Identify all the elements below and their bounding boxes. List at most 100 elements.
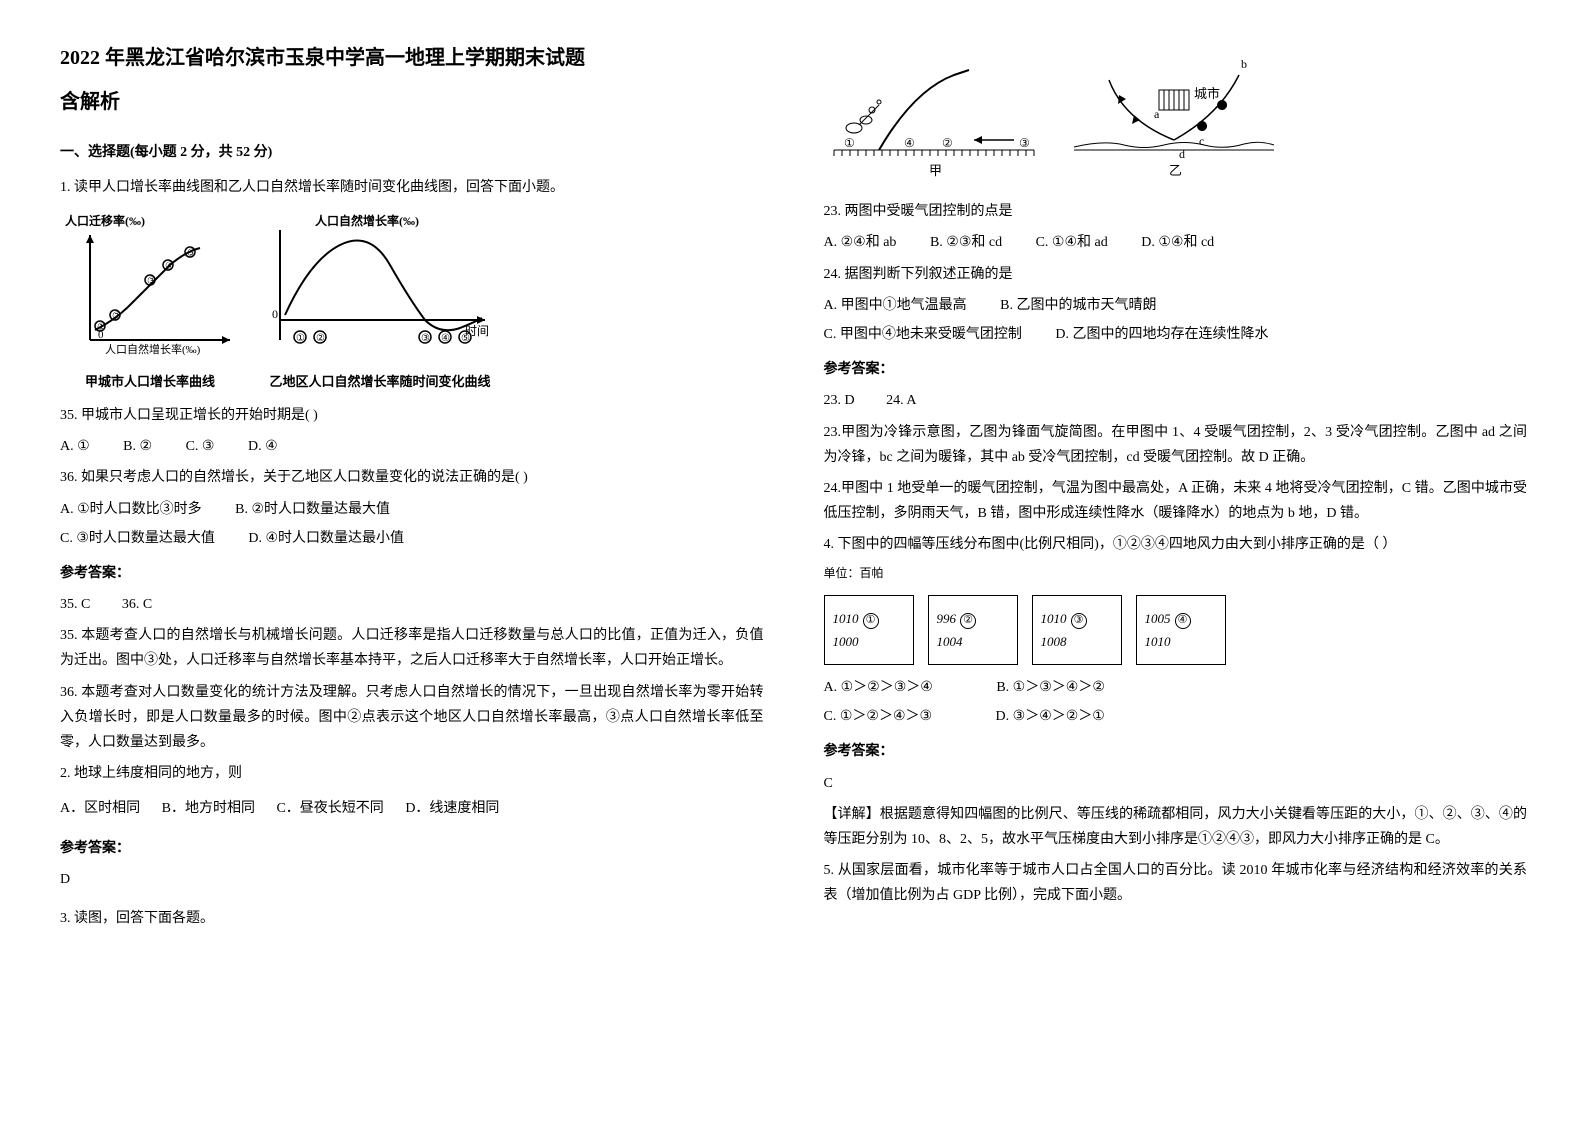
hpa-b4n: ④ (1175, 613, 1191, 629)
q23-a: A. ②④和 ab (824, 230, 897, 255)
q2-options: A．区时相同 B．地方时相同 C．昼夜长短不同 D．线速度相同 (60, 796, 764, 821)
answer-heading-4: 参考答案： (824, 739, 1528, 764)
diagram-jia: 人口迁移率(‰) ① ② ③ ④ ⑤ 0 人口自然增长率(‰) 甲城市人口增长率… (60, 210, 240, 393)
label-city: 城市 (1194, 86, 1220, 101)
answer-heading-3: 参考答案： (824, 357, 1528, 382)
diagram-yi: 人口自然增长率(‰) 0 时间 ① ② ③ ④ ⑤ 乙地区人口自然增长率随时间变… (260, 210, 500, 393)
q35-stem: 35. 甲城市人口呈现正增长的开始时期是( ) (60, 403, 764, 428)
q24-b: B. 乙图中的城市天气晴朗 (1000, 293, 1156, 318)
q36-options-1: A. ①时人口数比③时多 B. ②时人口数量达最大值 (60, 497, 764, 522)
q2-b: B．地方时相同 (162, 796, 255, 821)
q36-d: D. ④时人口数量达最小值 (248, 526, 404, 551)
diagram-right-title: 人口自然增长率(‰) (315, 213, 419, 228)
q4-d: D. ③＞④＞②＞① (996, 704, 1105, 729)
diagram-q3-yi: a b c d 城市 乙 (1064, 50, 1284, 189)
page-title: 2022 年黑龙江省哈尔滨市玉泉中学高一地理上学期期末试题 (60, 40, 764, 76)
svg-text:0: 0 (98, 329, 104, 341)
q24-d: D. 乙图中的四地均存在连续性降水 (1055, 322, 1268, 347)
diagram-x-label: 人口自然增长率(‰) (105, 342, 201, 356)
ans2: D (60, 867, 764, 892)
q23-options: A. ②④和 ab B. ②③和 cd C. ①④和 ad D. ①④和 cd (824, 230, 1528, 255)
hpa-b1n: ① (863, 613, 879, 629)
q4-a: A. ①＞②＞③＞④ (824, 675, 933, 700)
q35-b: B. ② (123, 434, 152, 459)
q1-stem: 1. 读甲人口增长率曲线图和乙人口自然增长率随时间变化曲线图，回答下面小题。 (60, 175, 764, 200)
q24-a: A. 甲图中①地气温最高 (824, 293, 967, 318)
q23-c: C. ①④和 ad (1036, 230, 1108, 255)
q35-options: A. ① B. ② C. ③ D. ④ (60, 434, 764, 459)
page-subtitle: 含解析 (60, 84, 764, 120)
q3-diagram-row: ① ④ ② ③ 甲 a b c d (824, 50, 1528, 189)
svg-text:③: ③ (1019, 136, 1030, 150)
caption-yi: 乙 (1169, 163, 1182, 178)
hpa-unit: 单位：百帕 (824, 563, 1528, 585)
answer-heading-2: 参考答案： (60, 836, 764, 861)
q24-stem: 24. 据图判断下列叙述正确的是 (824, 262, 1528, 287)
svg-text:d: d (1179, 147, 1185, 161)
svg-text:0: 0 (272, 307, 278, 321)
exp4: 【详解】根据题意得知四幅图的比例尺、等压线的稀疏都相同，风力大小关键看等压距的大… (824, 802, 1528, 852)
svg-text:b: b (1241, 57, 1247, 71)
hpa-b3t: 1010 (1041, 611, 1067, 626)
q2-d: D．线速度相同 (405, 796, 499, 821)
q2-stem: 2. 地球上纬度相同的地方，则 (60, 761, 764, 786)
hpa-b2n: ② (960, 613, 976, 629)
q1-diagram-row: 人口迁移率(‰) ① ② ③ ④ ⑤ 0 人口自然增长率(‰) 甲城市人口增长率… (60, 210, 764, 393)
hpa-box-3: 1010③ 1008 (1032, 595, 1122, 665)
svg-text:c: c (1199, 134, 1204, 148)
q4-stem: 4. 下图中的四幅等压线分布图中(比例尺相同)，①②③④四地风力由大到小排序正确… (824, 532, 1528, 557)
q23-d: D. ①④和 cd (1141, 230, 1214, 255)
q35-a: A. ① (60, 434, 90, 459)
ans24: 24. A (886, 393, 916, 408)
q2-a: A．区时相同 (60, 796, 140, 821)
hpa-box-4: 1005 ④ 1010 (1136, 595, 1226, 665)
q4-options-2: C. ①＞②＞④＞③ D. ③＞④＞②＞① (824, 704, 1528, 729)
svg-text:①: ① (844, 136, 855, 150)
q4-c: C. ①＞②＞④＞③ (824, 704, 933, 729)
q36-b: B. ②时人口数量达最大值 (235, 497, 390, 522)
svg-text:②: ② (942, 136, 953, 150)
svg-text:④: ④ (904, 136, 915, 150)
ans-23-24: 23. D 24. A (824, 388, 1528, 413)
q24-c: C. 甲图中④地未来受暖气团控制 (824, 322, 1022, 347)
q4-b: B. ①＞③＞④＞② (996, 675, 1105, 700)
exp23: 23.甲图为冷锋示意图，乙图为锋面气旋简图。在甲图中 1、4 受暖气团控制，2、… (824, 420, 1528, 470)
ans36: 36. C (122, 597, 152, 612)
exp24: 24.甲图中 1 地受单一的暖气团控制，气温为图中最高处，A 正确，未来 4 地… (824, 476, 1528, 526)
diagram-right-caption: 乙地区人口自然增长率随时间变化曲线 (260, 370, 500, 393)
city-icon (1159, 90, 1189, 110)
q36-options-2: C. ③时人口数量达最大值 D. ④时人口数量达最小值 (60, 526, 764, 551)
q24-options-1: A. 甲图中①地气温最高 B. 乙图中的城市天气晴朗 (824, 293, 1528, 318)
q36-stem: 36. 如果只考虑人口的自然增长，关于乙地区人口数量变化的说法正确的是( ) (60, 465, 764, 490)
ans4: C (824, 771, 1528, 796)
svg-text:③: ③ (147, 276, 156, 287)
hpa-b2b: 1004 (937, 630, 1009, 653)
section-heading: 一、选择题(每小题 2 分，共 52 分) (60, 140, 764, 165)
diagram-left-y-label: 人口迁移率(‰) (65, 213, 145, 228)
svg-text:④: ④ (165, 261, 174, 272)
hpa-b1t: 1010 (833, 611, 859, 626)
svg-text:④: ④ (441, 333, 450, 344)
svg-text:⑤: ⑤ (461, 333, 470, 344)
q3-stem: 3. 读图，回答下面各题。 (60, 906, 764, 931)
ans-35-36: 35. C 36. C (60, 592, 764, 617)
q24-options-2: C. 甲图中④地未来受暖气团控制 D. 乙图中的四地均存在连续性降水 (824, 322, 1528, 347)
hpa-b3n: ③ (1071, 613, 1087, 629)
svg-text:②: ② (112, 311, 121, 322)
svg-text:③: ③ (421, 333, 430, 344)
q4-options-1: A. ①＞②＞③＞④ B. ①＞③＞④＞② (824, 675, 1528, 700)
q35-d: D. ④ (248, 434, 278, 459)
diagram-left-caption: 甲城市人口增长率曲线 (60, 370, 240, 393)
q36-c: C. ③时人口数量达最大值 (60, 526, 215, 551)
hpa-box-1: 1010① 1000 (824, 595, 914, 665)
hpa-b4t: 1005 (1145, 611, 1171, 626)
exp35: 35. 本题考查人口的自然增长与机械增长问题。人口迁移率是指人口迁移数量与总人口… (60, 623, 764, 673)
hpa-b4b: 1010 (1145, 630, 1217, 653)
q36-a: A. ①时人口数比③时多 (60, 497, 202, 522)
ans23: 23. D (824, 393, 855, 408)
q23-b: B. ②③和 cd (930, 230, 1002, 255)
right-column: ① ④ ② ③ 甲 a b c d (824, 40, 1528, 1082)
q35-c: C. ③ (186, 434, 215, 459)
q23-stem: 23. 两图中受暖气团控制的点是 (824, 199, 1528, 224)
hpa-row: 1010① 1000 996② 1004 1010③ 1008 1005④ 10… (824, 595, 1528, 665)
